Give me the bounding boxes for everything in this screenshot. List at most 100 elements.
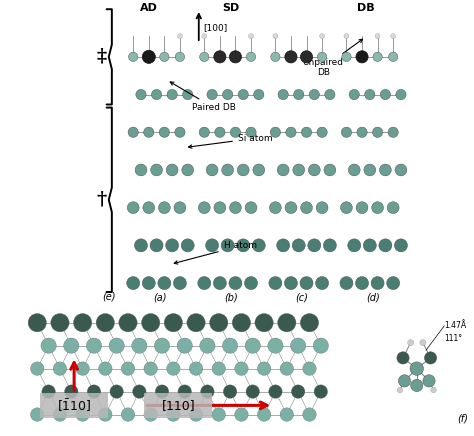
- Circle shape: [245, 338, 260, 353]
- Circle shape: [271, 52, 280, 61]
- Circle shape: [237, 239, 250, 252]
- Circle shape: [257, 408, 271, 421]
- Circle shape: [303, 408, 316, 421]
- Circle shape: [323, 239, 337, 252]
- Circle shape: [277, 239, 290, 252]
- Circle shape: [363, 239, 376, 252]
- Circle shape: [237, 164, 249, 176]
- Circle shape: [189, 408, 203, 421]
- Circle shape: [99, 362, 112, 375]
- Circle shape: [394, 239, 408, 252]
- Circle shape: [200, 52, 209, 61]
- Circle shape: [324, 164, 336, 176]
- Circle shape: [167, 408, 180, 421]
- Circle shape: [235, 408, 248, 421]
- Circle shape: [142, 276, 155, 290]
- Circle shape: [308, 239, 321, 252]
- Text: AD: AD: [140, 3, 158, 13]
- Circle shape: [210, 313, 228, 332]
- Text: $[\bar{1}10]$: $[\bar{1}10]$: [57, 397, 91, 414]
- Text: [100]: [100]: [203, 23, 228, 32]
- Circle shape: [178, 385, 191, 399]
- Circle shape: [164, 313, 182, 332]
- Circle shape: [160, 52, 169, 61]
- Circle shape: [309, 89, 319, 100]
- Text: Unpaired
DB: Unpaired DB: [303, 39, 363, 77]
- Circle shape: [373, 127, 383, 137]
- Circle shape: [201, 385, 214, 399]
- Circle shape: [245, 276, 257, 290]
- Circle shape: [285, 202, 297, 214]
- Text: ‡: ‡: [97, 48, 107, 66]
- Circle shape: [356, 276, 368, 290]
- Circle shape: [42, 385, 55, 399]
- Circle shape: [189, 362, 203, 375]
- Circle shape: [159, 127, 170, 137]
- Circle shape: [166, 164, 178, 176]
- Circle shape: [181, 239, 194, 252]
- Circle shape: [206, 239, 219, 252]
- Circle shape: [167, 89, 177, 100]
- Circle shape: [109, 338, 124, 353]
- Circle shape: [301, 202, 312, 214]
- Circle shape: [424, 352, 437, 364]
- Circle shape: [387, 276, 400, 290]
- Circle shape: [99, 408, 112, 421]
- Circle shape: [155, 338, 170, 353]
- Circle shape: [246, 385, 259, 399]
- Text: (c): (c): [295, 293, 308, 303]
- Circle shape: [221, 239, 234, 252]
- Circle shape: [317, 127, 327, 137]
- Circle shape: [364, 164, 376, 176]
- Circle shape: [214, 202, 226, 214]
- Text: †: †: [97, 191, 107, 209]
- Circle shape: [144, 408, 157, 421]
- Circle shape: [235, 362, 248, 375]
- Circle shape: [174, 202, 186, 214]
- Circle shape: [222, 164, 234, 176]
- Circle shape: [278, 313, 296, 332]
- Circle shape: [110, 385, 123, 399]
- Circle shape: [173, 276, 186, 290]
- Circle shape: [316, 276, 328, 290]
- Text: (f): (f): [457, 414, 468, 424]
- Circle shape: [252, 239, 265, 252]
- Circle shape: [222, 338, 238, 353]
- Circle shape: [121, 362, 135, 375]
- Circle shape: [229, 51, 242, 63]
- Circle shape: [155, 385, 169, 399]
- Circle shape: [309, 164, 320, 176]
- Circle shape: [212, 408, 226, 421]
- Circle shape: [200, 338, 215, 353]
- Circle shape: [187, 313, 205, 332]
- Circle shape: [380, 164, 392, 176]
- Circle shape: [293, 164, 305, 176]
- Circle shape: [268, 338, 283, 353]
- Text: SD: SD: [222, 3, 239, 13]
- Circle shape: [207, 89, 217, 100]
- Circle shape: [303, 362, 316, 375]
- Circle shape: [319, 34, 325, 39]
- Circle shape: [420, 340, 426, 346]
- Circle shape: [348, 164, 360, 176]
- Circle shape: [199, 127, 210, 137]
- Circle shape: [158, 276, 171, 290]
- Circle shape: [167, 362, 180, 375]
- Circle shape: [301, 51, 312, 63]
- Circle shape: [30, 408, 44, 421]
- Circle shape: [391, 34, 396, 39]
- Circle shape: [255, 313, 273, 332]
- Circle shape: [314, 385, 328, 399]
- Circle shape: [371, 276, 384, 290]
- Circle shape: [28, 313, 46, 332]
- Circle shape: [396, 89, 406, 100]
- Circle shape: [387, 202, 399, 214]
- Circle shape: [246, 52, 255, 61]
- Circle shape: [64, 385, 78, 399]
- Text: 1.47Å: 1.47Å: [444, 321, 466, 330]
- Circle shape: [356, 51, 368, 63]
- Text: DB: DB: [357, 3, 374, 13]
- Text: (e): (e): [103, 291, 116, 301]
- Circle shape: [215, 52, 225, 61]
- Circle shape: [349, 89, 359, 100]
